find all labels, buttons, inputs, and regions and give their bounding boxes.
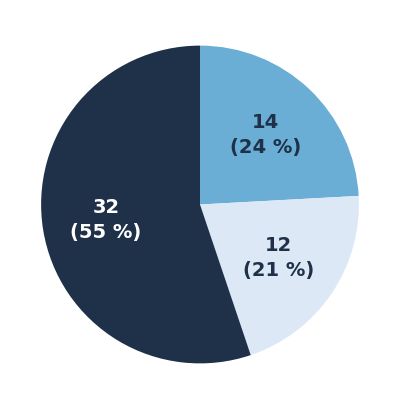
Wedge shape	[41, 46, 251, 363]
Text: 14
(24 %): 14 (24 %)	[230, 113, 301, 157]
Wedge shape	[200, 196, 359, 355]
Text: 12
(21 %): 12 (21 %)	[243, 236, 314, 280]
Wedge shape	[200, 46, 359, 204]
Text: 32
(55 %): 32 (55 %)	[70, 198, 142, 242]
